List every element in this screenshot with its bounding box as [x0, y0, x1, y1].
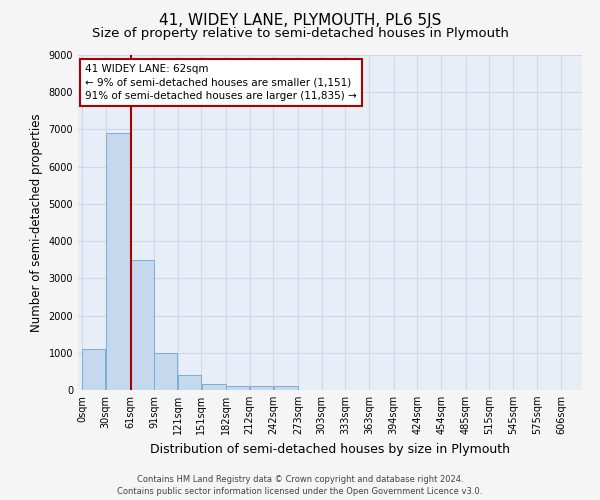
Bar — [178, 375, 201, 390]
Bar — [274, 386, 298, 390]
Bar — [130, 260, 154, 390]
Bar — [226, 386, 250, 390]
Bar — [250, 386, 273, 390]
Bar — [154, 353, 178, 390]
Bar — [202, 384, 226, 390]
Text: Contains HM Land Registry data © Crown copyright and database right 2024.
Contai: Contains HM Land Registry data © Crown c… — [118, 474, 482, 496]
Y-axis label: Number of semi-detached properties: Number of semi-detached properties — [30, 113, 43, 332]
Text: 41 WIDEY LANE: 62sqm
← 9% of semi-detached houses are smaller (1,151)
91% of sem: 41 WIDEY LANE: 62sqm ← 9% of semi-detach… — [85, 64, 357, 100]
Text: Size of property relative to semi-detached houses in Plymouth: Size of property relative to semi-detach… — [92, 28, 508, 40]
Bar — [106, 133, 130, 390]
Text: 41, WIDEY LANE, PLYMOUTH, PL6 5JS: 41, WIDEY LANE, PLYMOUTH, PL6 5JS — [159, 12, 441, 28]
Bar — [82, 349, 106, 390]
X-axis label: Distribution of semi-detached houses by size in Plymouth: Distribution of semi-detached houses by … — [150, 442, 510, 456]
